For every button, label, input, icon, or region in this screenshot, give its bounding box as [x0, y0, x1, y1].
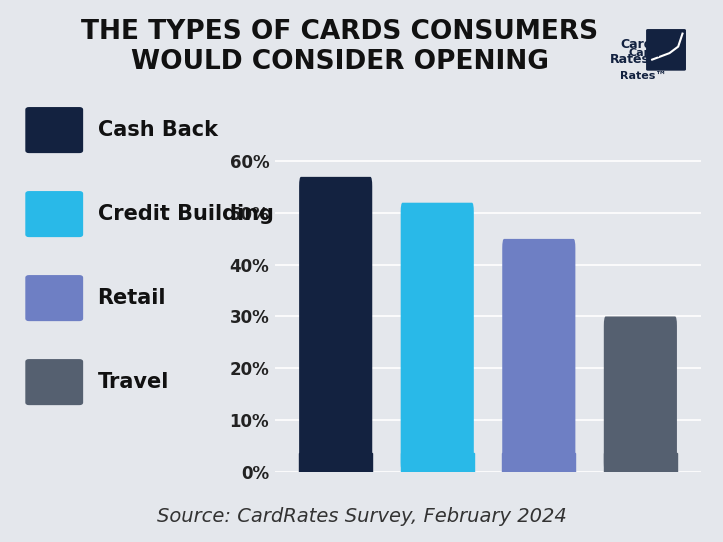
FancyBboxPatch shape: [502, 239, 576, 472]
Bar: [401, 203, 474, 472]
Text: Credit Building: Credit Building: [98, 204, 273, 224]
FancyBboxPatch shape: [646, 29, 686, 70]
Text: Rates™: Rates™: [620, 71, 667, 81]
Text: WOULD CONSIDER OPENING: WOULD CONSIDER OPENING: [131, 49, 549, 75]
Bar: [299, 453, 372, 472]
Bar: [401, 453, 474, 472]
Text: Cash Back: Cash Back: [98, 120, 218, 140]
FancyBboxPatch shape: [401, 203, 474, 472]
Text: Source: CardRates Survey, February 2024: Source: CardRates Survey, February 2024: [157, 507, 566, 526]
Text: Card
Rates™: Card Rates™: [610, 38, 662, 66]
FancyBboxPatch shape: [604, 317, 677, 472]
Bar: [604, 317, 677, 472]
FancyBboxPatch shape: [299, 177, 372, 472]
Text: Card: Card: [629, 48, 658, 58]
Bar: [502, 239, 576, 472]
Text: Travel: Travel: [98, 372, 169, 392]
Text: Retail: Retail: [98, 288, 166, 308]
Text: THE TYPES OF CARDS CONSUMERS: THE TYPES OF CARDS CONSUMERS: [81, 19, 599, 45]
Bar: [299, 177, 372, 472]
Bar: [502, 453, 576, 472]
Bar: [604, 453, 677, 472]
